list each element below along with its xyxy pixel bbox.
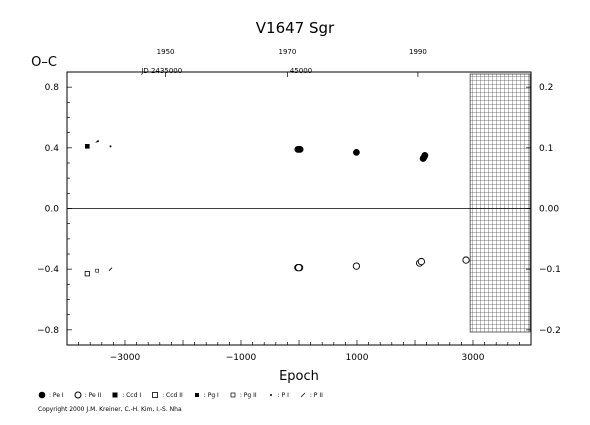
legend-label: : Pe I xyxy=(49,391,64,399)
legend-item: : Ccd I xyxy=(111,391,141,399)
y-tick-label: −0.8 xyxy=(37,326,59,336)
y-tick-label: −0.4 xyxy=(37,265,59,275)
year-label: 1970 xyxy=(278,48,296,56)
legend-item: : Pg II xyxy=(229,391,257,399)
data-point-p-i xyxy=(109,145,112,148)
hatched-region xyxy=(469,73,531,333)
data-point-pe-i xyxy=(421,152,429,159)
legend-label: : Pg II xyxy=(239,391,257,399)
legend-item: : Pg I xyxy=(193,391,219,399)
data-point-pg-i xyxy=(95,139,100,143)
y-tick-label: 0.0 xyxy=(45,205,60,215)
legend-label: : Pg I xyxy=(203,391,219,399)
right-tick-label: 0.2 xyxy=(539,83,553,93)
copyright-note: Copyright 2000 J.M. Kreiner, C.-H. Kim, … xyxy=(38,406,182,413)
y-axis-title: O–C xyxy=(31,55,57,70)
legend-symbol xyxy=(74,391,82,399)
data-point-ccd-i xyxy=(85,144,90,149)
data-point-pe-ii xyxy=(417,257,426,266)
jd-label: JD 2435000 xyxy=(140,67,182,75)
legend-item: : P I xyxy=(267,391,289,399)
legend: : Pe I : Pe II : Ccd I : Ccd II : Pg I : Pg I… xyxy=(38,391,333,399)
right-tick-label: 0.1 xyxy=(539,144,553,154)
legend-label: : P II xyxy=(309,391,323,399)
data-point-ccd-ii xyxy=(84,271,90,277)
right-tick-label: −0.2 xyxy=(539,326,561,336)
right-tick-label: 0.00 xyxy=(539,205,559,215)
legend-item: : Ccd II xyxy=(151,391,183,399)
jd-label: 45000 xyxy=(290,67,312,75)
data-point-pe-i xyxy=(296,145,304,153)
legend-item: : Pe II xyxy=(74,391,101,399)
data-point-pg-ii xyxy=(95,268,99,273)
legend-symbol xyxy=(112,392,118,398)
legend-label: : Pe II xyxy=(84,391,102,399)
data-point-p-ii xyxy=(108,267,113,271)
data-point-pe-i xyxy=(353,148,360,156)
y-tick-label: 0.8 xyxy=(45,83,60,93)
legend-symbol xyxy=(300,392,306,398)
legend-symbol xyxy=(38,391,46,399)
y-tick-label: 0.4 xyxy=(45,144,60,154)
legend-label: : Ccd I xyxy=(122,391,142,399)
legend-label: : Ccd II xyxy=(162,391,183,399)
legend-symbol xyxy=(230,392,236,398)
x-tick-label: −3000 xyxy=(110,353,141,363)
legend-item: : P II xyxy=(299,391,323,399)
chart-title: V1647 Sgr xyxy=(256,19,335,37)
legend-label: : P I xyxy=(277,391,289,399)
x-tick-label: 1000 xyxy=(346,353,369,363)
x-tick-label: 3000 xyxy=(462,353,485,363)
legend-symbol xyxy=(269,394,272,396)
x-tick-label: −1000 xyxy=(226,353,257,363)
right-tick-label: −0.1 xyxy=(539,265,561,275)
x-axis-title: Epoch xyxy=(279,369,319,384)
legend-symbol xyxy=(152,392,158,398)
year-label: 1990 xyxy=(409,48,427,56)
year-label: 1950 xyxy=(157,48,175,56)
data-point-pe-ii xyxy=(295,263,303,272)
data-point-pe-ii xyxy=(352,262,361,270)
legend-symbol xyxy=(194,393,199,397)
data-point-pe-ii xyxy=(462,256,470,264)
legend-item: : Pe I xyxy=(38,391,64,399)
